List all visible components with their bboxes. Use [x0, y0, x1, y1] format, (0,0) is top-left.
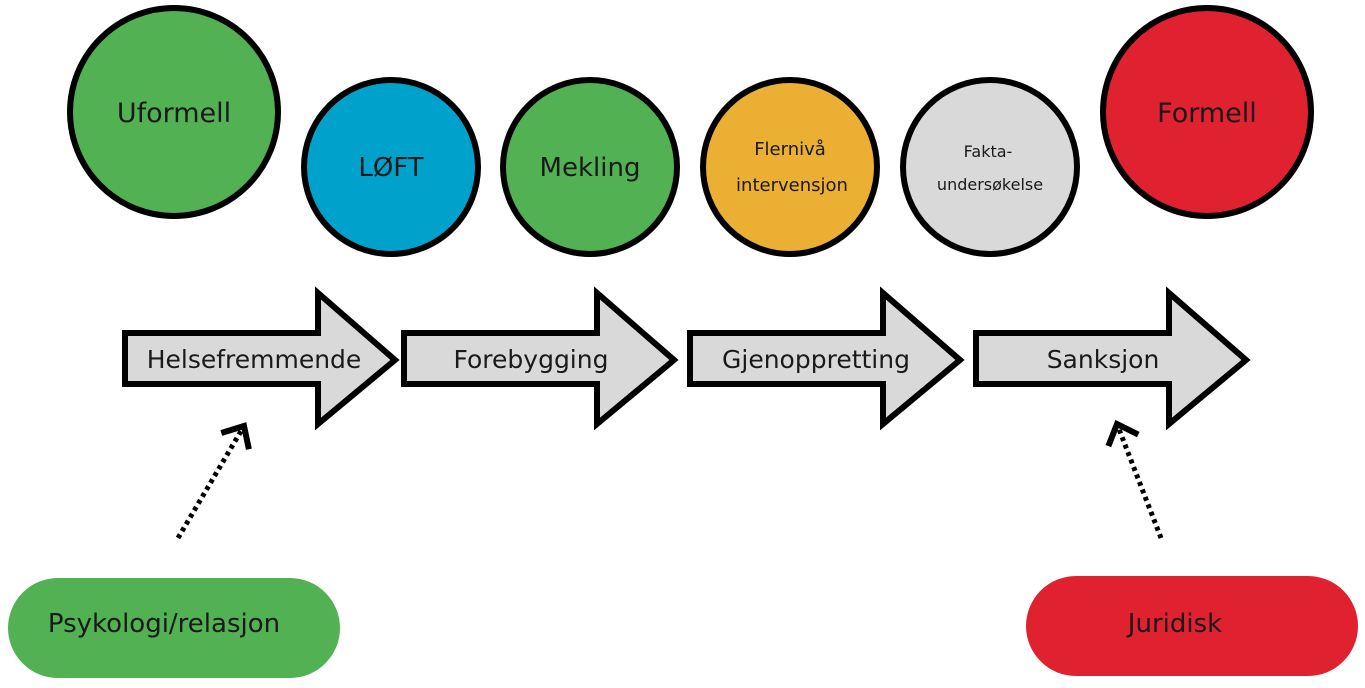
circle-loft-label: LØFT — [358, 153, 423, 183]
circle-loft: LØFT — [301, 77, 481, 257]
pill-juridisk-label: Juridisk — [1126, 609, 1222, 639]
circle-formell-label: Formell — [1157, 98, 1257, 129]
arrow-helsefremmende-label: Helsefremmende — [147, 345, 362, 374]
circle-mekling: Mekling — [500, 77, 680, 257]
arrow-forebygging-label: Forebygging — [454, 345, 609, 374]
circle-fakta-line1: Fakta- — [964, 142, 1013, 161]
circle-mekling-label: Mekling — [540, 153, 641, 183]
dotted-arrow-right — [1105, 419, 1164, 539]
arrow-sanksjon: Sanksjon — [973, 286, 1251, 431]
arrow-gjenoppretting-label: Gjenoppretting — [722, 345, 910, 374]
arrow-forebygging: Forebygging — [401, 286, 679, 431]
circle-flerniva-line2: intervensjon — [736, 175, 848, 196]
circle-fakta: Fakta- undersøkelse — [900, 77, 1080, 257]
pill-psykologi: Psykologi/relasjon — [8, 578, 340, 678]
circle-flerniva-line1: Flernivå — [754, 139, 826, 160]
pill-juridisk: Juridisk — [1026, 576, 1358, 676]
arrow-helsefremmende: Helsefremmende — [122, 286, 400, 431]
circle-uformell: Uformell — [67, 5, 281, 219]
arrow-sanksjon-label: Sanksjon — [1047, 345, 1160, 374]
circle-formell: Formell — [1100, 5, 1314, 219]
circle-flerniva: Flernivå intervensjon — [700, 77, 880, 257]
arrow-gjenoppretting: Gjenoppretting — [687, 286, 965, 431]
circle-fakta-line2: undersøkelse — [937, 175, 1043, 194]
pill-psykologi-label: Psykologi/relasjon — [48, 609, 280, 639]
dotted-arrow-left — [175, 422, 252, 540]
circle-uformell-label: Uformell — [117, 98, 231, 129]
